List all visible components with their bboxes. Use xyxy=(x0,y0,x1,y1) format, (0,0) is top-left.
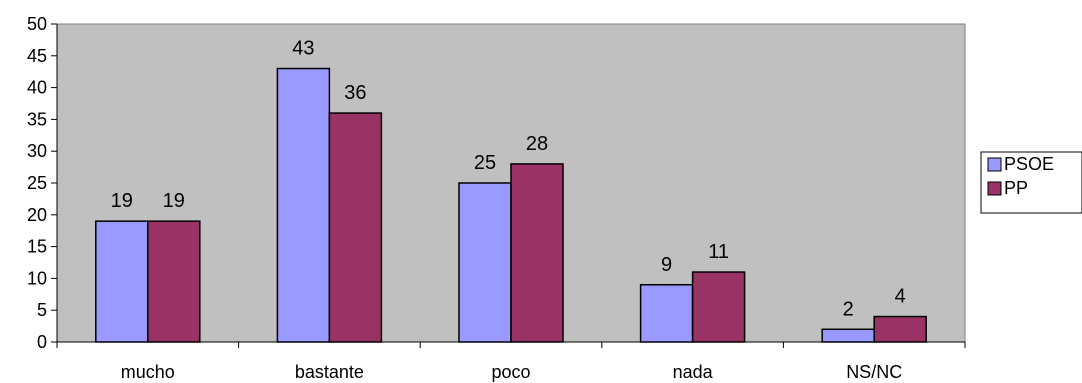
bar-psoe xyxy=(639,284,694,343)
y-tick-label: 50 xyxy=(27,14,47,34)
y-tick-label: 15 xyxy=(27,237,47,257)
x-axis: mucho bastante poco nada NS/NC xyxy=(56,341,966,382)
y-tick-label: 10 xyxy=(27,268,47,288)
legend-label: PP xyxy=(1004,178,1028,198)
legend-swatch xyxy=(987,181,1002,196)
y-tick-label: 30 xyxy=(27,141,47,161)
x-category-label: mucho xyxy=(121,362,175,382)
bars xyxy=(95,67,927,343)
y-tick-label: 25 xyxy=(27,173,47,193)
legend: PSOE PP xyxy=(980,151,1082,214)
bar-psoe xyxy=(276,67,331,343)
y-tick-label: 40 xyxy=(27,78,47,98)
bar-psoe xyxy=(95,220,149,343)
legend-label: PSOE xyxy=(1004,154,1054,174)
data-label: 36 xyxy=(344,82,366,104)
y-axis: 0 5 10 15 20 25 30 35 40 45 50 xyxy=(27,14,58,352)
data-label: 9 xyxy=(661,254,672,276)
data-label: 4 xyxy=(895,286,906,308)
bar-pp xyxy=(328,112,383,343)
y-tick-label: 45 xyxy=(27,46,47,66)
data-label: 25 xyxy=(474,152,496,174)
bar-pp xyxy=(873,315,927,343)
data-label: 19 xyxy=(111,190,133,212)
bar-psoe xyxy=(458,182,512,343)
bar-psoe xyxy=(821,328,875,343)
legend-swatch xyxy=(987,157,1002,172)
bar-pp xyxy=(510,163,564,343)
data-label: 11 xyxy=(708,241,729,263)
y-tick-label: 0 xyxy=(37,332,47,352)
y-tick-label: 5 xyxy=(37,300,47,320)
data-label: 2 xyxy=(843,298,854,320)
y-tick-label: 20 xyxy=(27,205,47,225)
data-label: 28 xyxy=(526,133,548,155)
bar-pp xyxy=(147,220,201,343)
x-category-label: poco xyxy=(491,362,530,382)
data-labels: 19 19 43 36 25 28 9 11 2 4 xyxy=(111,38,906,321)
data-label: 19 xyxy=(163,190,185,212)
x-category-label: nada xyxy=(673,362,714,382)
x-category-label: bastante xyxy=(295,362,364,382)
data-label: 43 xyxy=(292,38,314,60)
x-category-label: NS/NC xyxy=(846,362,902,382)
bar-pp xyxy=(691,271,746,343)
y-tick-label: 35 xyxy=(27,109,47,129)
